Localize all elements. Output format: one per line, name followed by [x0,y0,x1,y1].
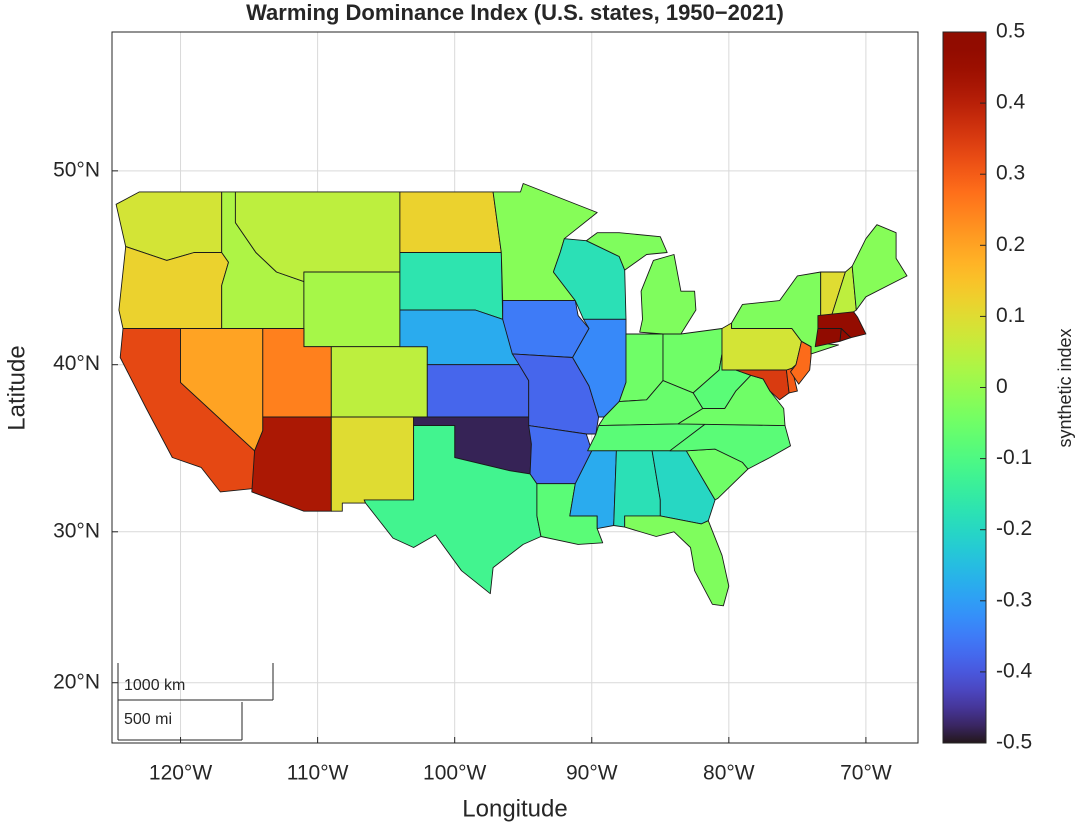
colorbar-tick-label: 0.4 [996,91,1026,114]
x-axis-label: Longitude [462,795,567,822]
state-region [399,252,504,320]
colorbar-label: synthetic index [1055,328,1075,447]
colorbar-tick-label: -0.4 [996,659,1033,682]
y-tick-label: 20°N [53,670,100,693]
x-tick-label: 110°W [287,762,349,785]
colorbar-tick-label: -0.2 [996,517,1032,540]
colorbar-tick-label: -0.3 [996,588,1032,611]
colorbar-tick-label: -0.5 [996,731,1032,754]
colorbar-tick-label: 0.2 [996,233,1025,256]
state-region [330,346,428,418]
colorbar-tick-label: 0.1 [996,304,1025,327]
colorbar-tick-label: 0 [996,375,1008,398]
scale-km-label: 1000 km [124,677,185,694]
state-region [426,364,530,418]
state-region [399,191,502,253]
y-axis-label: Latitude [3,345,30,430]
state-region [569,450,617,530]
state-region [363,425,542,595]
state-region [330,416,415,512]
chart-title: Warming Dominance Index (U.S. states, 19… [246,0,784,25]
map-frame [111,31,919,744]
x-tick-label: 80°W [703,762,755,785]
x-tick-label: 100°W [423,762,486,785]
state-region [814,328,842,348]
x-tick-label: 90°W [566,762,618,785]
state-region [624,515,730,607]
colorbar-tick-label: 0.3 [996,162,1025,185]
x-tick-label: 70°W [840,762,892,785]
x-tick-label: 120°W [149,762,212,785]
y-tick-label: 50°N [53,158,100,181]
state-region [118,246,229,329]
colorbar-tick-label: -0.1 [996,446,1032,469]
scale-mi-label: 500 mi [124,711,172,728]
y-tick-label: 30°N [53,519,100,542]
state-region [303,271,401,348]
state-region [721,322,802,371]
scale-bar: 1000 km 500 mi [117,663,274,741]
colorbar [942,31,987,744]
colorbar-tick-label: 0.5 [996,20,1025,43]
state-region [851,224,908,311]
state-region [502,300,590,358]
y-tick-label: 40°N [53,352,100,375]
